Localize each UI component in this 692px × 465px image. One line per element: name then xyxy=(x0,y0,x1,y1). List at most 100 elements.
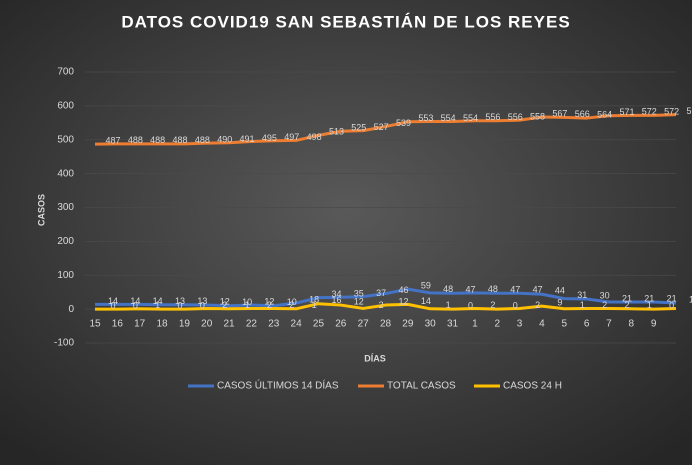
data-label: 48 xyxy=(443,284,453,294)
data-label: 47 xyxy=(466,285,476,295)
x-tick-label: 29 xyxy=(402,319,414,330)
data-label: 21 xyxy=(622,293,632,303)
data-label: 574 xyxy=(686,106,692,116)
series-line xyxy=(95,287,677,308)
x-tick-label: 25 xyxy=(313,319,325,330)
data-label: 572 xyxy=(664,107,679,117)
data-label: 566 xyxy=(575,109,590,119)
data-label: 12 xyxy=(354,296,364,306)
data-label: 488 xyxy=(173,135,188,145)
data-label: 553 xyxy=(418,113,433,123)
y-tick-label: 200 xyxy=(57,236,74,247)
x-tick-label: 4 xyxy=(539,319,545,330)
data-label: 12 xyxy=(220,296,230,306)
data-label: 497 xyxy=(284,132,299,142)
data-label: 14 xyxy=(421,296,431,306)
x-tick-label: 24 xyxy=(291,319,303,330)
data-label: 2 xyxy=(490,300,495,310)
y-tick-label: 600 xyxy=(57,101,74,112)
data-label: 527 xyxy=(374,122,389,132)
x-tick-label: 9 xyxy=(651,319,657,330)
x-tick-label: 8 xyxy=(629,319,635,330)
x-tick-label: 15 xyxy=(89,319,101,330)
data-label: 13 xyxy=(197,296,207,306)
data-label: 0 xyxy=(669,301,674,311)
data-label: 34 xyxy=(331,289,341,299)
y-axis-title: CASOS xyxy=(36,194,46,226)
data-label: 2 xyxy=(267,300,272,310)
data-label: 1 xyxy=(245,300,250,310)
x-tick-label: 16 xyxy=(112,319,124,330)
data-label: 2 xyxy=(222,300,227,310)
data-label: 571 xyxy=(619,107,634,117)
data-label: 35 xyxy=(354,289,364,299)
x-tick-label: 28 xyxy=(380,319,392,330)
data-label: 498 xyxy=(307,132,322,142)
x-tick-label: 7 xyxy=(606,319,612,330)
data-label: 487 xyxy=(105,136,120,146)
series-line xyxy=(95,302,677,311)
data-label: 0 xyxy=(200,301,205,311)
data-label: 491 xyxy=(240,134,255,144)
x-tick-label: 17 xyxy=(134,319,146,330)
data-label: 567 xyxy=(552,108,567,118)
data-label: 0 xyxy=(133,301,138,311)
data-label: 12 xyxy=(398,296,408,306)
data-label: 31 xyxy=(577,290,587,300)
data-label: 59 xyxy=(421,281,431,291)
x-tick-label: 23 xyxy=(268,319,280,330)
x-tick-label: 1 xyxy=(472,319,478,330)
data-label: 564 xyxy=(597,109,612,119)
data-label: 46 xyxy=(398,285,408,295)
data-label: 18 xyxy=(309,294,319,304)
legend-label: CASOS ÚLTIMOS 14 DÍAS xyxy=(217,379,339,392)
data-label: 14 xyxy=(108,296,118,306)
data-label: 558 xyxy=(530,111,545,121)
data-label: 525 xyxy=(351,123,366,133)
data-label: 12 xyxy=(264,296,274,306)
data-label: 2 xyxy=(535,300,540,310)
data-label: 21 xyxy=(667,293,677,303)
data-label: 9 xyxy=(557,297,562,307)
x-tick-label: 31 xyxy=(447,319,459,330)
data-label: 0 xyxy=(110,301,115,311)
y-tick-label: 0 xyxy=(68,304,74,315)
data-label: 0 xyxy=(178,301,183,311)
data-label: 30 xyxy=(600,290,610,300)
data-label: 2 xyxy=(602,300,607,310)
x-tick-label: 5 xyxy=(561,319,567,330)
y-tick-label: 500 xyxy=(57,134,74,145)
data-label: 1 xyxy=(446,300,451,310)
x-tick-label: 6 xyxy=(584,319,590,330)
data-label: 14 xyxy=(130,296,140,306)
data-label: 47 xyxy=(510,285,520,295)
data-label: 1 xyxy=(647,300,652,310)
y-tick-label: 400 xyxy=(57,168,74,179)
data-label: 539 xyxy=(396,118,411,128)
data-label: 495 xyxy=(262,133,277,143)
data-label: 556 xyxy=(508,112,523,122)
x-tick-label: 30 xyxy=(425,319,437,330)
data-label: 572 xyxy=(642,107,657,117)
data-label: 10 xyxy=(242,297,252,307)
data-label: 490 xyxy=(217,135,232,145)
data-label: 513 xyxy=(329,127,344,137)
data-label: 556 xyxy=(485,112,500,122)
chart-title: DATOS COVID19 SAN SEBASTIÁN DE LOS REYES xyxy=(121,12,570,31)
data-label: 1 xyxy=(580,300,585,310)
data-label: 18 xyxy=(689,294,692,304)
data-label: 1 xyxy=(312,300,317,310)
data-label: 10 xyxy=(287,297,297,307)
data-label: 488 xyxy=(195,135,210,145)
data-label: 48 xyxy=(488,284,498,294)
y-tick-label: 700 xyxy=(57,67,74,78)
x-tick-label: 2 xyxy=(494,319,500,330)
legend-label: TOTAL CASOS xyxy=(387,381,456,392)
data-label: 44 xyxy=(555,286,565,296)
data-label: 14 xyxy=(153,296,163,306)
data-label: 0 xyxy=(468,301,473,311)
data-label: 488 xyxy=(150,135,165,145)
